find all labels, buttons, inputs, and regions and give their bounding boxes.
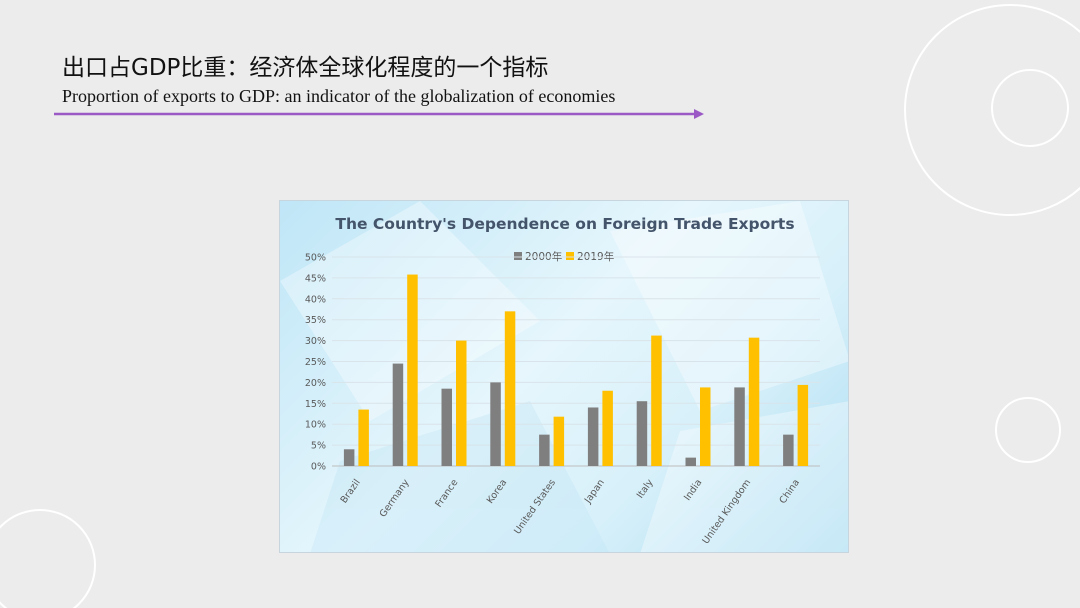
bar-brazil-2019 xyxy=(358,409,369,466)
bar-italy-2000 xyxy=(636,401,648,466)
legend-swatch-2000 xyxy=(514,252,522,260)
bar-france-2000 xyxy=(441,388,452,466)
y-tick-label: 15% xyxy=(305,399,326,410)
y-tick-label: 20% xyxy=(305,378,326,389)
title-underline-arrow xyxy=(54,109,704,119)
bar-korea-2000 xyxy=(490,382,501,466)
bar-brazil-2000 xyxy=(343,449,355,466)
bar-korea-2019 xyxy=(504,311,516,466)
bar-italy-2019 xyxy=(651,335,662,466)
y-tick-label: 0% xyxy=(311,462,326,473)
bar-japan-2019 xyxy=(602,390,613,466)
bar-germany-2019 xyxy=(407,274,418,466)
bar-germany-2000 xyxy=(392,363,404,466)
y-axis-ticks: 0% 5% 10% 15% 20% 25% 30% 35% 40% 45% 50% xyxy=(305,253,326,473)
bar-united-states-2019 xyxy=(553,416,565,466)
bar-china-2000 xyxy=(783,434,794,466)
chart-title: The Country's Dependence on Foreign Trad… xyxy=(335,215,794,233)
bar-united-kingdom-2019 xyxy=(748,337,760,466)
y-tick-label: 45% xyxy=(305,273,326,284)
y-tick-label: 40% xyxy=(305,294,326,305)
bar-united-kingdom-2000 xyxy=(734,387,745,466)
bar-chart: The Country's Dependence on Foreign Trad… xyxy=(280,201,848,552)
bar-india-2019 xyxy=(700,387,711,466)
bars xyxy=(343,274,809,466)
chart-container: The Country's Dependence on Foreign Trad… xyxy=(279,200,849,553)
y-tick-label: 35% xyxy=(305,315,326,326)
y-tick-label: 10% xyxy=(305,420,326,431)
bar-france-2019 xyxy=(456,340,467,466)
bar-japan-2000 xyxy=(587,407,599,466)
y-tick-label: 30% xyxy=(305,336,326,347)
bar-india-2000 xyxy=(685,457,696,466)
x-tick-label: Italy xyxy=(635,477,656,501)
y-tick-label: 50% xyxy=(305,253,326,264)
y-tick-label: 5% xyxy=(311,441,326,452)
bar-united-states-2000 xyxy=(539,434,550,466)
y-tick-label: 25% xyxy=(305,357,326,368)
slide-title-cn: 出口占GDP比重：经济体全球化程度的一个指标 xyxy=(62,55,549,81)
legend-swatch-2019 xyxy=(566,252,574,260)
bar-china-2019 xyxy=(797,384,809,466)
chart-background-shapes xyxy=(280,201,848,552)
slide-title-en: Proportion of exports to GDP: an indicat… xyxy=(62,86,616,106)
x-tick-label: Japan xyxy=(582,477,607,506)
